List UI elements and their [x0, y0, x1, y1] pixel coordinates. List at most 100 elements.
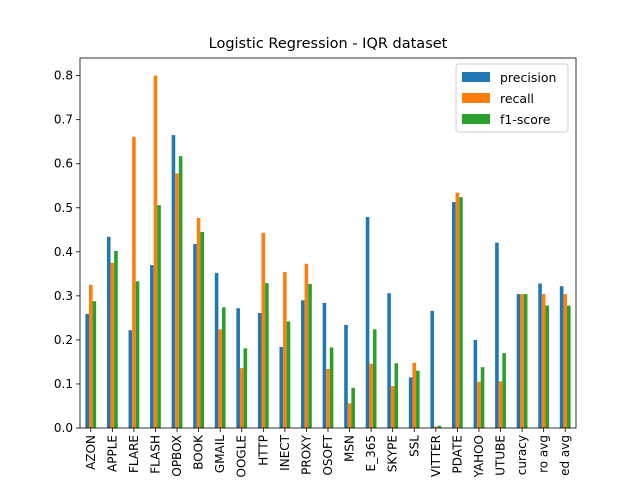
bar-f1-score-22: [567, 305, 571, 428]
bar-f1-score-16: [437, 425, 442, 428]
bar-precision-5: [193, 243, 197, 428]
y-tick-label: 0.1: [54, 377, 73, 391]
legend-swatch-precision: [462, 72, 490, 82]
bar-precision-21: [538, 283, 542, 428]
x-tick-label: ro avg: [537, 435, 551, 473]
bar-f1-score-7: [243, 348, 248, 428]
bar-f1-score-12: [351, 387, 355, 428]
x-axis: AZON APPLE FLARE FLASH OPBOX BOOK GMAIL OOGLE HT…: [84, 428, 572, 479]
plot-frame: [79, 57, 577, 429]
bar-recall-7: [239, 368, 244, 428]
bar-recall-21: [541, 294, 546, 428]
bar-f1-score-8: [265, 283, 269, 428]
y-tick-label: 0.5: [54, 201, 73, 215]
chart-title: Logistic Regression - IQR dataset: [209, 36, 448, 52]
bar-precision-1: [106, 236, 111, 428]
bar-recall-12: [347, 403, 352, 428]
bar-precision-0: [85, 313, 89, 428]
bar-precision-22: [559, 286, 564, 428]
y-tick-label: 0.7: [54, 113, 73, 127]
x-tick-label: curacy: [515, 435, 529, 475]
x-tick-label: HTTP: [256, 435, 270, 466]
bar-recall-11: [326, 368, 330, 428]
x-tick-label: INECT: [278, 434, 292, 470]
bar-recall-3: [153, 75, 158, 428]
x-tick-label: BOOK: [192, 434, 206, 470]
bar-f1-score-13: [372, 329, 377, 428]
bar-recall-0: [88, 284, 93, 428]
bar-precision-16: [430, 310, 435, 428]
x-tick-label: OSOFT: [321, 434, 335, 475]
bar-f1-score-10: [308, 283, 312, 428]
bar-precision-2: [128, 330, 133, 428]
legend-label-recall: recall: [500, 91, 534, 106]
bar-recall-15: [412, 362, 417, 428]
x-tick-label: FLARE: [127, 435, 141, 473]
bar-recall-1: [110, 262, 115, 428]
bar-recall-13: [369, 363, 373, 428]
x-tick-label: SKYPE: [386, 435, 400, 472]
x-tick-label: VITTER: [429, 435, 443, 477]
bar-recall-19: [498, 381, 503, 428]
y-tick-label: 0.6: [54, 157, 73, 171]
bar-recall-8: [261, 232, 266, 428]
bars-group: [85, 75, 571, 429]
x-tick-label: UTUBE: [494, 435, 508, 476]
bar-precision-10: [301, 300, 305, 428]
bar-precision-3: [150, 265, 154, 428]
bar-f1-score-0: [92, 301, 97, 428]
bar-f1-score-19: [502, 353, 506, 428]
bar-f1-score-18: [480, 367, 485, 428]
bar-f1-score-1: [114, 250, 118, 428]
y-tick-label: 0.3: [54, 289, 73, 303]
bar-f1-score-9: [286, 321, 291, 428]
bar-f1-score-17: [459, 197, 463, 428]
bar-recall-18: [477, 381, 481, 428]
x-tick-label: OOGLE: [235, 435, 249, 477]
bar-recall-5: [196, 217, 201, 428]
y-tick-label: 0.2: [54, 333, 73, 347]
bar-recall-14: [390, 386, 395, 428]
bar-precision-15: [408, 377, 413, 428]
y-axis: 0.0 0.1 0.2 0.3 0.4 0.5 0.6 0.7 0.8: [54, 69, 80, 435]
legend-swatch-f1-score: [462, 114, 490, 124]
bar-f1-score-21: [545, 305, 550, 428]
bar-f1-score-14: [394, 363, 399, 428]
bar-precision-13: [365, 217, 370, 428]
bar-precision-11: [322, 302, 327, 428]
bar-precision-19: [495, 242, 499, 428]
bar-precision-17: [452, 202, 456, 428]
bar-f1-score-5: [200, 231, 204, 428]
bar-recall-17: [455, 192, 460, 428]
bar-recall-4: [175, 173, 179, 428]
x-tick-label: ed avg: [558, 435, 572, 476]
legend: precision recall f1-score: [455, 63, 569, 133]
x-tick-label: APPLE: [105, 435, 119, 472]
x-tick-label: E_365: [364, 435, 378, 472]
bar-precision-4: [171, 135, 176, 429]
bar-f1-score-15: [416, 370, 420, 428]
y-tick-label: 0.8: [54, 69, 73, 83]
bar-precision-12: [344, 324, 348, 428]
x-tick-label: SSL: [407, 435, 421, 457]
x-tick-label: FLASH: [148, 435, 162, 474]
x-tick-label: AZON: [84, 435, 98, 470]
x-tick-label: PROXY: [299, 434, 313, 474]
bar-recall-22: [563, 294, 568, 428]
bar-recall-6: [218, 329, 222, 428]
legend-swatch-recall: [462, 93, 490, 103]
bar-precision-20: [516, 294, 521, 428]
bar-f1-score-6: [221, 307, 226, 428]
bar-recall-2: [132, 136, 136, 428]
bar-recall-10: [304, 263, 309, 428]
bar-f1-score-20: [523, 294, 528, 428]
bar-recall-9: [283, 272, 287, 428]
bar-f1-score-2: [135, 281, 140, 428]
bar-recall-16: [434, 426, 438, 428]
legend-label-f1-score: f1-score: [500, 112, 551, 127]
y-tick-label: 0.0: [54, 421, 73, 435]
bar-precision-6: [214, 272, 219, 428]
bar-f1-score-4: [178, 156, 183, 428]
bar-precision-9: [279, 346, 284, 428]
